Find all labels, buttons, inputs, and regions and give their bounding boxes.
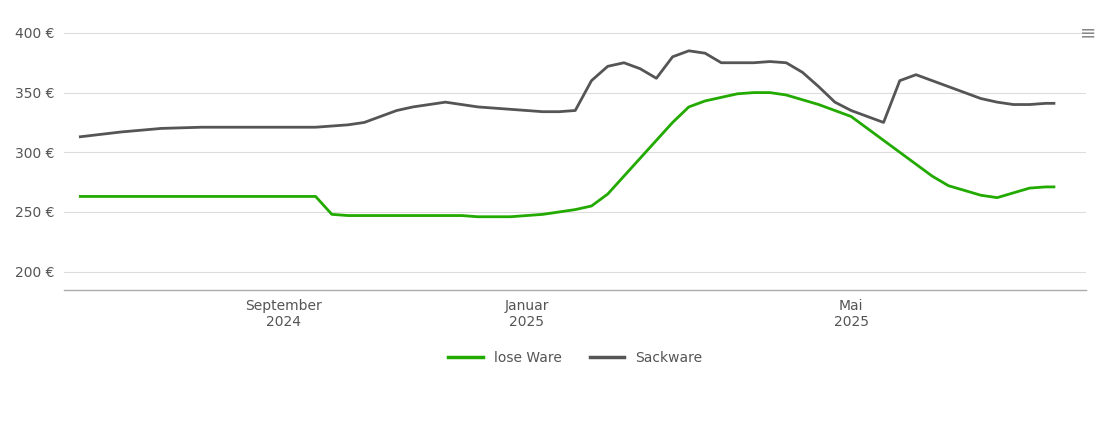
Text: ≡: ≡ <box>1080 23 1097 42</box>
Legend: lose Ware, Sackware: lose Ware, Sackware <box>443 345 708 371</box>
